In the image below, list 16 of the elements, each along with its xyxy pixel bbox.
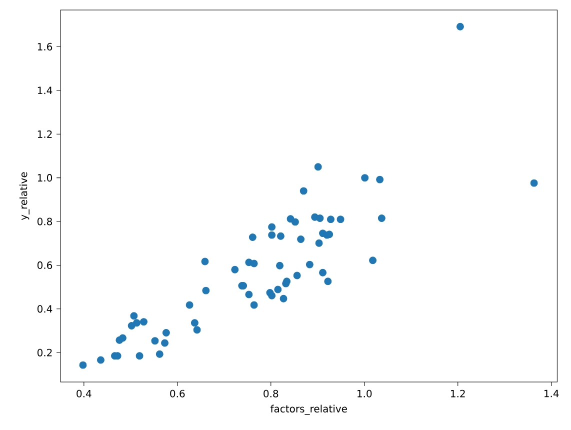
- y-tick-label: 1.6: [38, 42, 52, 50]
- x-tick-label: 1.0: [358, 390, 372, 398]
- y-tick-label: 0.4: [37, 305, 52, 313]
- x-tick-label: 0.6: [170, 390, 185, 398]
- y-tick-label: 1.4: [38, 86, 52, 94]
- y-tick-label: 0.6: [37, 261, 52, 269]
- y-axis-title: y_relative: [19, 172, 30, 220]
- x-tick-label: 0.8: [264, 390, 278, 398]
- x-tick-label: 1.2: [451, 390, 465, 398]
- x-tick-label: 1.4: [544, 390, 559, 398]
- y-tick-label: 1.0: [38, 174, 52, 182]
- x-tick-label: 0.4: [76, 390, 92, 398]
- x-axis-title: factors_relative: [270, 404, 347, 415]
- y-tick-label: 0.2: [37, 348, 52, 356]
- y-tick-label: 1.2: [38, 130, 52, 138]
- y-tick-label: 0.8: [37, 218, 52, 226]
